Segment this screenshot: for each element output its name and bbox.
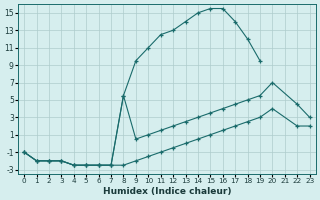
X-axis label: Humidex (Indice chaleur): Humidex (Indice chaleur) <box>103 187 231 196</box>
